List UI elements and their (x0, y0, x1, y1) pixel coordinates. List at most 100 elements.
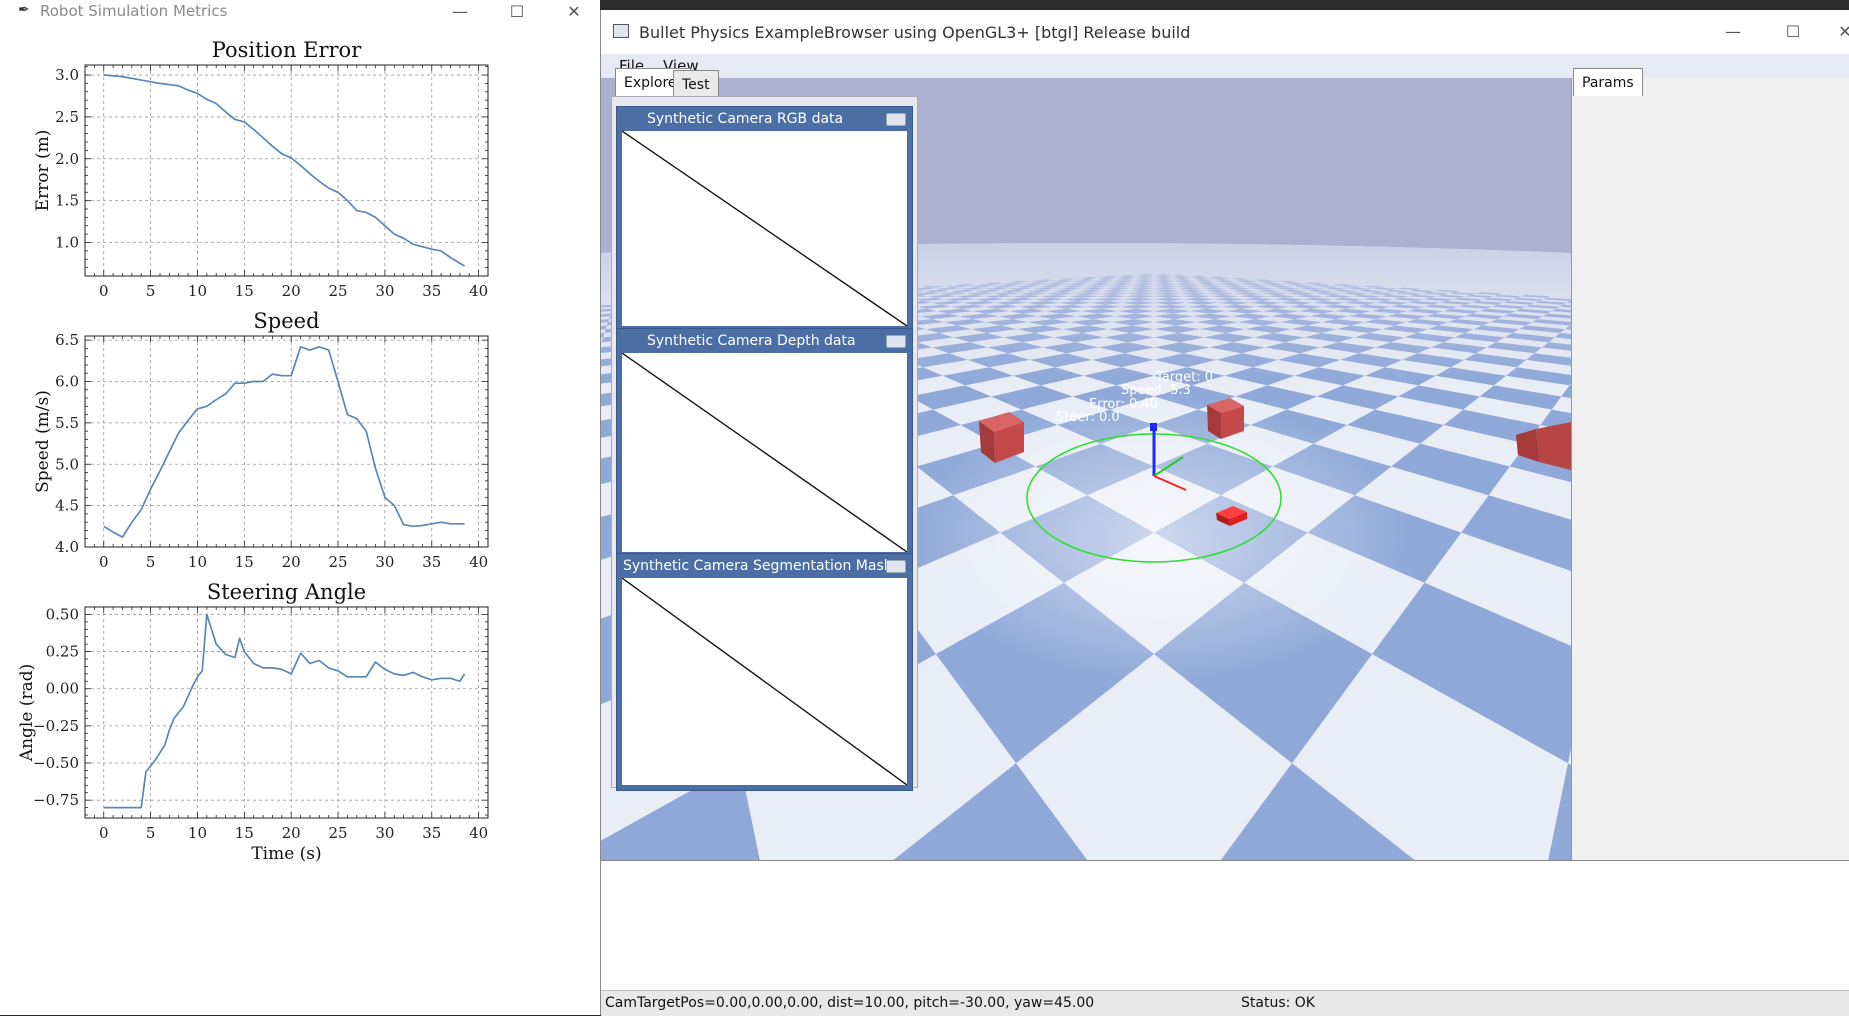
y-tick-label: 1.0 (55, 234, 79, 252)
y-tick-label: 0.25 (46, 643, 79, 661)
camera-rgb-minimize-button[interactable] (886, 113, 906, 126)
chart-title: Speed (253, 309, 319, 333)
close-button[interactable]: ✕ (567, 2, 581, 21)
chart-0: 0 5 10 15 20 25 30 35 40 1.0 1.5 2.0 2.5 3.0 Position … (33, 38, 489, 300)
camera-depth-window[interactable]: Synthetic Camera Depth data (616, 328, 913, 558)
x-tick-label: 30 (375, 553, 394, 571)
y-tick-label: −0.25 (33, 717, 79, 735)
x-tick-label: 20 (282, 282, 301, 300)
feather-icon: ✒ (18, 2, 30, 18)
camera-seg-placeholder (621, 577, 908, 786)
bullet-window: Bullet Physics ExampleBrowser using Open… (600, 10, 1849, 1016)
y-tick-label: 5.0 (55, 455, 79, 473)
series-line (103, 613, 466, 809)
x-tick-label: 15 (235, 553, 254, 571)
x-tick-label: 5 (146, 824, 156, 842)
x-tick-label: 30 (375, 824, 394, 842)
x-tick-label: 40 (469, 553, 488, 571)
tab-params[interactable]: Params (1573, 68, 1643, 96)
camera-rgb-placeholder (621, 130, 908, 327)
light-spot (901, 388, 1421, 688)
console-area (601, 860, 1849, 991)
x-tick-label: 5 (146, 553, 156, 571)
plot-frame (84, 606, 489, 819)
x-axis (1153, 475, 1187, 491)
y-tick-label: 1.5 (55, 192, 79, 210)
metrics-window-title: Robot Simulation Metrics (40, 2, 228, 20)
x-axis-label: Time (s) (251, 844, 321, 864)
y-tick-label: 0.50 (46, 605, 79, 623)
x-tick-label: 30 (375, 282, 394, 300)
camera-depth-placeholder (621, 352, 908, 553)
cube-left (979, 412, 1024, 463)
bullet-window-title: Bullet Physics ExampleBrowser using Open… (639, 23, 1191, 42)
x-tick-label: 0 (99, 282, 109, 300)
chart-title: Steering Angle (207, 580, 366, 604)
status-ok-text: Status: OK (1241, 995, 1315, 1011)
camera-depth-title: Synthetic Camera Depth data (647, 333, 856, 349)
floor-tile (1372, 582, 1571, 764)
x-tick-label: 10 (188, 282, 207, 300)
y-axis-label: Speed (m/s) (33, 390, 53, 493)
camera-status-text: CamTargetPos=0.00,0.00,0.00, dist=10.00,… (605, 995, 1095, 1011)
y-tick-label: 4.5 (55, 497, 79, 515)
y-tick-label: −0.75 (33, 791, 79, 809)
status-bar: CamTargetPos=0.00,0.00,0.00, dist=10.00,… (601, 990, 1849, 1016)
x-tick-label: 25 (328, 282, 347, 300)
metrics-charts: 0 5 10 15 20 25 30 35 40 1.0 1.5 2.0 2.5 3.0 Position … (17, 38, 489, 864)
x-tick-label: 25 (328, 553, 347, 571)
camera-rgb-window[interactable]: Synthetic Camera RGB data (616, 106, 913, 332)
tab-test[interactable]: Test (673, 70, 719, 98)
app-icon (613, 24, 629, 38)
y-tick-label: 6.0 (55, 373, 79, 391)
metrics-titlebar[interactable]: ✒ Robot Simulation Metrics — ☐ ✕ (0, 0, 600, 24)
plot-frame (84, 335, 489, 548)
maximize-button[interactable]: ☐ (509, 2, 525, 21)
camera-depth-header[interactable]: Synthetic Camera Depth data (617, 329, 912, 353)
overlay-steer: Steer: 0.0 (1056, 410, 1120, 425)
y-tick-label: 4.0 (55, 538, 79, 556)
camera-rgb-view (621, 130, 908, 327)
y-tick-label: 2.5 (55, 108, 79, 126)
overlay-speed: Speed: 5.3 (1121, 383, 1191, 398)
camera-seg-header[interactable]: Synthetic Camera Segmentation Mask (617, 554, 912, 578)
robot-car (1216, 506, 1247, 526)
bullet-close-button[interactable]: ✕ (1838, 22, 1849, 41)
plot-frame (84, 64, 489, 277)
chart-1: 0 5 10 15 20 25 30 35 40 4.0 4.5 5.0 5.5 6.0 6.5 Speed S… (33, 309, 489, 571)
x-tick-label: 20 (282, 824, 301, 842)
menubar: File View (601, 54, 1849, 78)
minimize-button[interactable]: — (452, 2, 468, 21)
bullet-titlebar[interactable]: Bullet Physics ExampleBrowser using Open… (601, 10, 1849, 54)
camera-rgb-header[interactable]: Synthetic Camera RGB data (617, 107, 912, 131)
cube-right (1207, 398, 1244, 439)
y-axis (1153, 456, 1184, 477)
bullet-minimize-button[interactable]: — (1725, 22, 1741, 41)
camera-seg-view (621, 577, 908, 786)
camera-depth-minimize-button[interactable] (886, 335, 906, 348)
x-tick-label: 15 (235, 824, 254, 842)
overlay-target: Target: 0 (1155, 370, 1213, 385)
chart-2: 0 5 10 15 20 25 30 35 40 −0.75 −0.50 −0.25 0.00 0.25 0… (17, 580, 489, 864)
y-axis-label: Error (m) (33, 130, 53, 212)
chart-title: Position Error (212, 38, 362, 62)
y-tick-label: 3.0 (55, 66, 79, 84)
y-tick-label: 5.5 (55, 414, 79, 432)
x-tick-label: 35 (422, 824, 441, 842)
series-line (103, 74, 466, 267)
x-tick-label: 40 (469, 824, 488, 842)
x-tick-label: 0 (99, 553, 109, 571)
x-tick-label: 5 (146, 282, 156, 300)
y-tick-label: 6.5 (55, 331, 79, 349)
x-tick-label: 10 (188, 553, 207, 571)
y-tick-label: 0.00 (46, 680, 79, 698)
camera-seg-minimize-button[interactable] (886, 560, 906, 573)
camera-seg-window[interactable]: Synthetic Camera Segmentation Mask (616, 553, 913, 791)
overlay-error: Error: 0.40 (1089, 397, 1158, 412)
camera-seg-title: Synthetic Camera Segmentation Mask (623, 558, 892, 574)
y-tick-label: 2.0 (55, 150, 79, 168)
bullet-maximize-button[interactable]: ☐ (1785, 22, 1801, 41)
x-tick-label: 35 (422, 553, 441, 571)
x-tick-label: 40 (469, 282, 488, 300)
series-line (103, 345, 465, 538)
